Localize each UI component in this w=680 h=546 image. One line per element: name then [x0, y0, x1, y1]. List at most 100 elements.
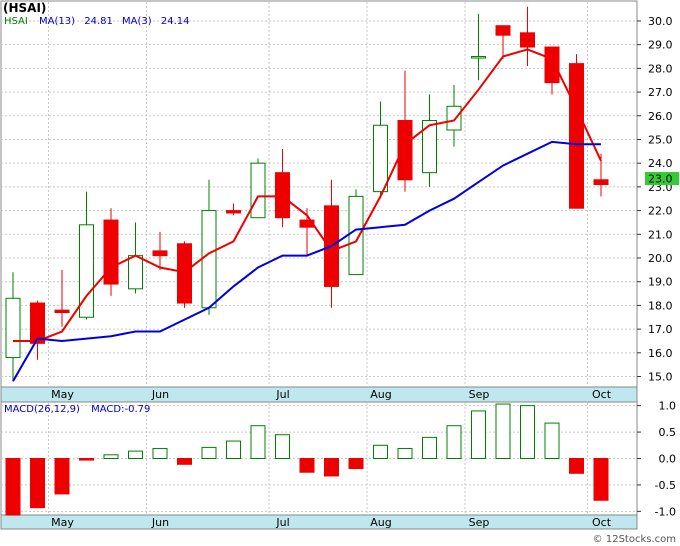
macd-bar	[520, 405, 535, 459]
price-tick-label: 26.0	[648, 110, 673, 123]
macd-bar	[422, 436, 437, 460]
macd-legend-params: MACD(26,12,9)	[4, 404, 80, 415]
candle-body	[30, 302, 45, 344]
month-label: Oct	[592, 388, 612, 401]
candle-body	[128, 255, 143, 290]
month-label: Sep	[469, 516, 490, 529]
macd-bar	[5, 458, 21, 516]
macd-bar	[397, 447, 413, 460]
ma13-line	[12, 140, 601, 382]
macd-bar	[299, 458, 315, 473]
macd-tick-label: 0.0	[659, 453, 677, 466]
candle-body	[299, 219, 315, 228]
candle-body	[201, 210, 217, 309]
candle-body	[495, 25, 511, 36]
macd-bar	[324, 458, 339, 477]
price-axis-ticks: 15.0 16.0 17.0 18.0 19.0 20.0 21.0 22.0 23.0 24.0…	[637, 15, 673, 384]
price-grid	[1, 2, 637, 514]
moving-average-lines	[12, 48, 602, 382]
candle-body	[593, 179, 609, 186]
candle-body	[177, 243, 192, 304]
macd-tick-label: -0.5	[655, 479, 676, 492]
macd-bar	[471, 410, 486, 459]
date-axis-band-top	[0, 386, 638, 403]
macd-bar	[250, 425, 266, 460]
month-label: Jun	[151, 516, 169, 529]
legend-ma3-label: MA(3)	[122, 16, 152, 27]
macd-legend: MACD(26,12,9) MACD:-0.79	[4, 404, 150, 415]
price-tick-label: 27.0	[648, 86, 673, 99]
macd-bar	[569, 458, 584, 474]
candle-body	[544, 46, 560, 84]
candle-body	[569, 63, 584, 209]
month-label: Jul	[275, 516, 289, 529]
copyright-footer: © 12Stocks.com	[593, 534, 676, 545]
macd-bar	[54, 458, 70, 495]
candle-body	[397, 120, 413, 181]
candle-body	[79, 224, 94, 318]
last-price-tag: 23.0	[648, 173, 673, 186]
price-tick-label: 24.0	[648, 157, 673, 170]
price-tick-label: 15.0	[648, 371, 673, 384]
macd-bar	[103, 454, 119, 459]
month-label: Jul	[275, 388, 289, 401]
macd-tick-label: 1.0	[659, 400, 677, 413]
month-label: Jun	[151, 388, 169, 401]
month-label: May	[51, 516, 74, 529]
price-tick-label: 20.0	[648, 252, 673, 265]
candle-body	[250, 162, 266, 219]
macd-tick-label: -1.0	[655, 505, 676, 518]
macd-bar	[226, 440, 241, 459]
price-tick-label: 30.0	[648, 15, 673, 28]
macd-bar	[79, 458, 94, 461]
macd-bar-series	[5, 403, 609, 516]
candle-body	[520, 32, 535, 48]
candle-body	[275, 172, 290, 219]
macd-bar	[544, 422, 560, 460]
price-tick-label: 25.0	[648, 133, 673, 146]
candle-body	[422, 120, 437, 174]
macd-legend-value: MACD:-0.79	[91, 404, 150, 415]
legend-ma13-label: MA(13)	[39, 16, 75, 27]
price-tick-label: 22.0	[648, 205, 673, 218]
candle-body	[54, 309, 70, 314]
last-price-tag-box	[645, 172, 679, 185]
macd-tick-label: 0.5	[659, 426, 677, 439]
price-tick-label: 17.0	[648, 323, 673, 336]
month-axis-labels: May May Jun Jun Jul Jul Aug Aug Sep Sep Oct Oct	[51, 388, 612, 529]
candle-body	[152, 250, 168, 257]
candle-body	[471, 56, 486, 59]
candle-body	[373, 124, 388, 193]
ticker-title: (HSAI)	[3, 1, 46, 15]
candle-body	[103, 219, 119, 285]
candle-body	[5, 297, 21, 359]
price-tick-label: 16.0	[648, 347, 673, 360]
legend-ticker: HSAI	[4, 16, 28, 27]
macd-axis-ticks: -1.0 -0.5 0.0 0.5 1.0	[637, 400, 677, 518]
price-tick-label: 29.0	[648, 39, 673, 52]
macd-bar	[348, 458, 364, 470]
price-tick-label: 18.0	[648, 299, 673, 312]
month-label: Sep	[469, 388, 490, 401]
macd-bar	[495, 403, 511, 459]
candle-body	[226, 210, 241, 214]
macd-bar	[152, 447, 168, 460]
macd-bar	[177, 458, 192, 465]
candle-body	[446, 105, 462, 131]
date-axis-band-bottom	[0, 514, 638, 530]
candlestick-series	[5, 6, 609, 382]
macd-bar	[593, 458, 609, 501]
price-tick-label: 21.0	[648, 228, 673, 241]
candle-body	[348, 195, 364, 276]
macd-bar	[201, 446, 217, 459]
price-legend: HSAI MA(13) 24.81 MA(3) 24.14	[4, 16, 190, 27]
macd-bar	[128, 450, 143, 460]
month-label: Oct	[592, 516, 612, 529]
legend-ma13-value: 24.81	[84, 16, 113, 27]
legend-ma3-value: 24.14	[161, 16, 190, 27]
month-label: Aug	[370, 388, 391, 401]
price-tick-label: 19.0	[648, 276, 673, 289]
ma3-line	[13, 48, 602, 342]
macd-bar	[275, 434, 290, 460]
macd-bar	[446, 425, 462, 460]
